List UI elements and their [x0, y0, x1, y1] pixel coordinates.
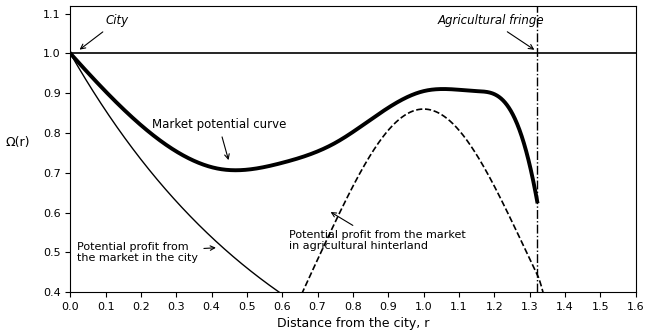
Text: Market potential curve: Market potential curve: [151, 119, 286, 159]
Text: Agricultural fringe: Agricultural fringe: [437, 14, 545, 49]
X-axis label: Distance from the city, r: Distance from the city, r: [277, 318, 429, 330]
Text: Potential profit from
the market in the city: Potential profit from the market in the …: [77, 242, 214, 263]
Text: City: City: [81, 14, 129, 49]
Text: Potential profit from the market
in agricultural hinterland: Potential profit from the market in agri…: [289, 213, 466, 251]
Y-axis label: Ω(r): Ω(r): [6, 136, 30, 149]
